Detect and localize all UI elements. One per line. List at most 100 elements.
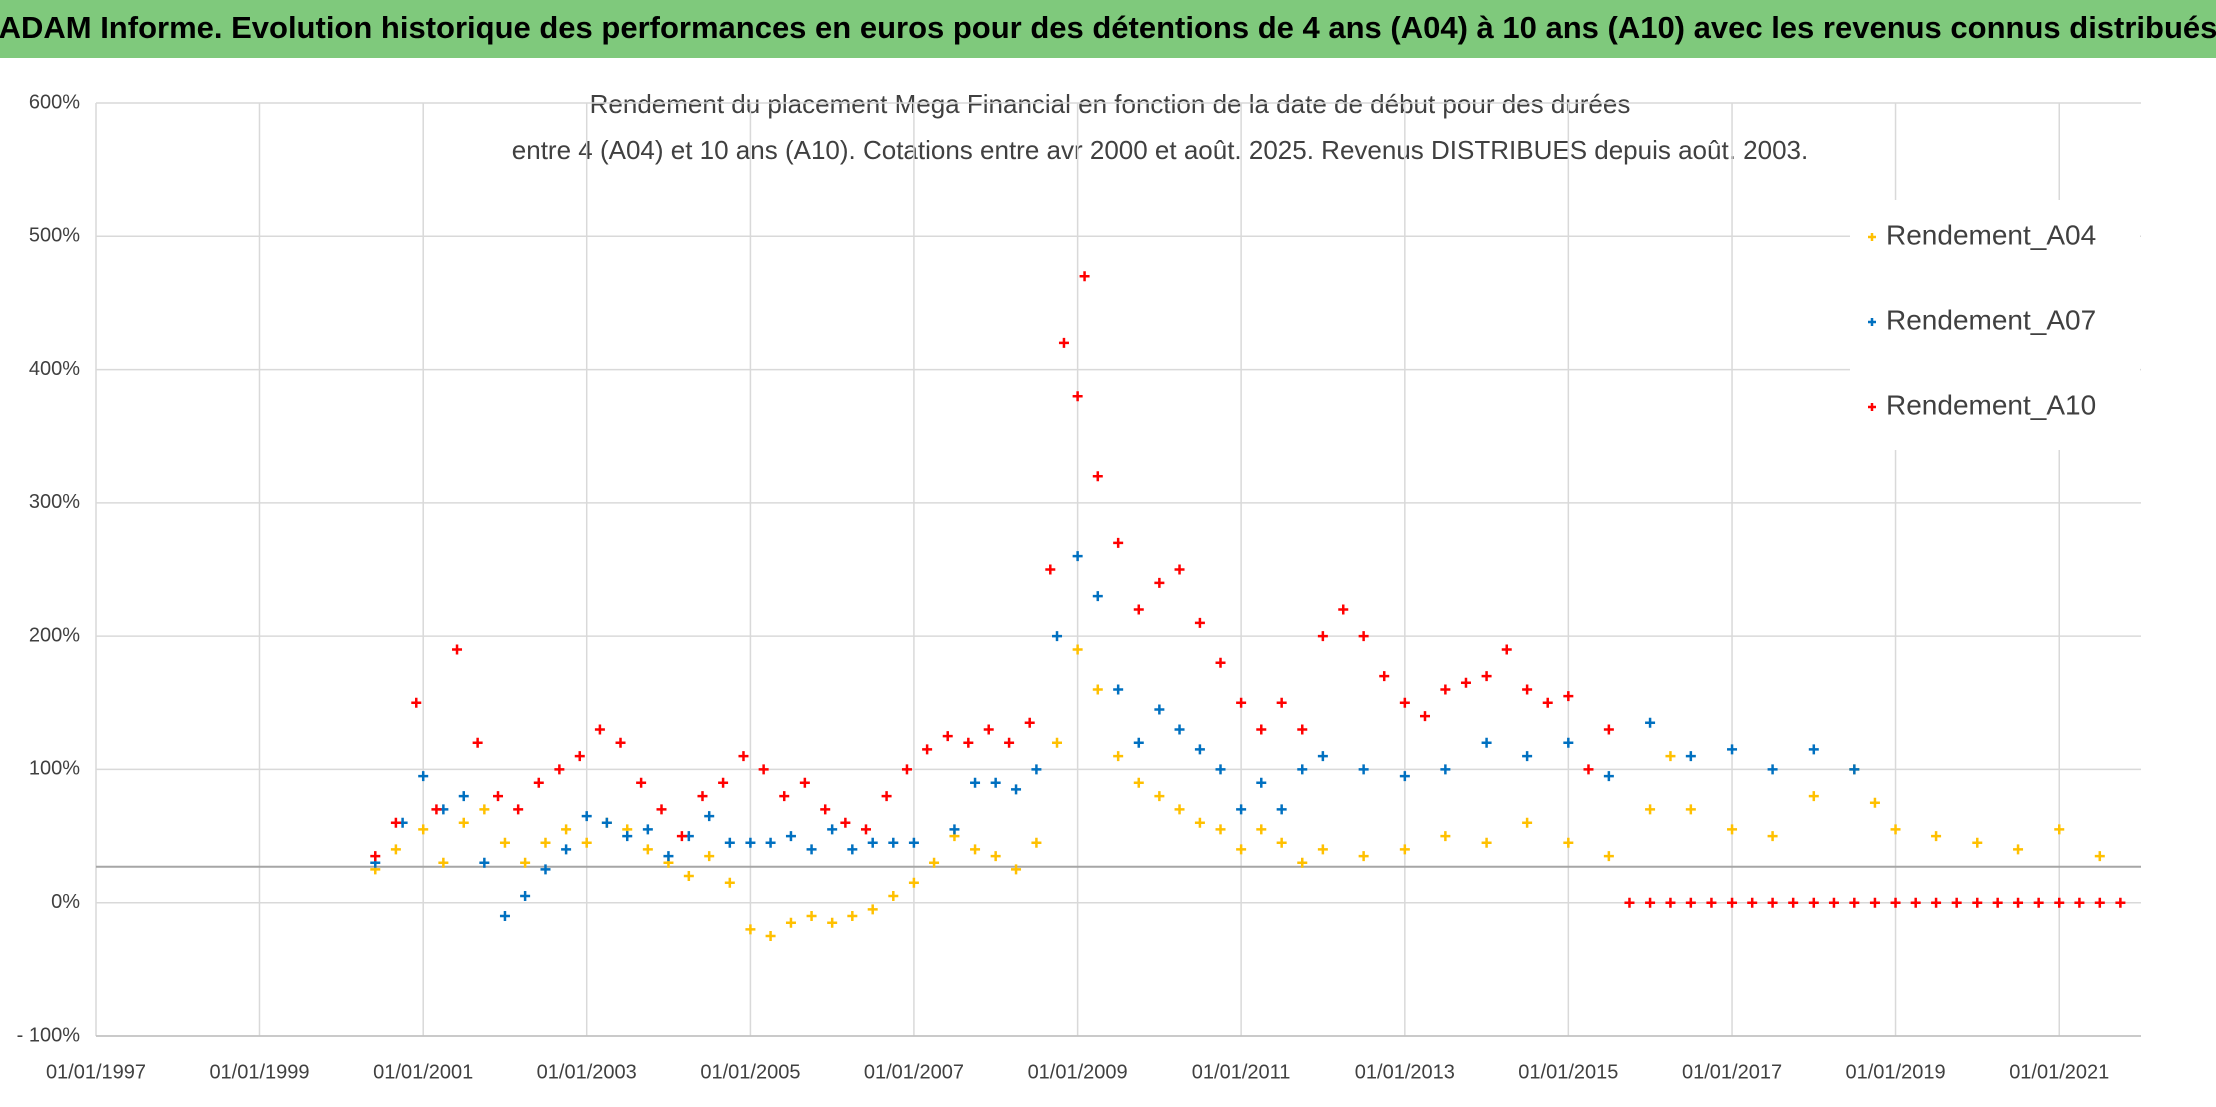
point — [1603, 851, 1614, 862]
point — [1767, 764, 1778, 775]
y-tick-label: 600% — [29, 91, 80, 113]
point — [1685, 751, 1696, 762]
point — [1931, 897, 1942, 908]
point — [1113, 684, 1124, 695]
point — [1276, 804, 1287, 815]
point — [1685, 897, 1696, 908]
point — [942, 731, 953, 742]
point — [1174, 804, 1185, 815]
point — [1645, 897, 1656, 908]
point — [479, 804, 490, 815]
point — [1727, 744, 1738, 755]
point — [1215, 657, 1226, 668]
x-tick-label: 01/01/2017 — [1682, 1061, 1782, 1083]
x-tick-label: 01/01/2015 — [1518, 1061, 1618, 1083]
point — [636, 777, 647, 788]
point — [1767, 831, 1778, 842]
point — [1079, 271, 1090, 282]
point — [540, 837, 551, 848]
point — [1072, 391, 1083, 402]
point — [390, 817, 401, 828]
point — [1992, 897, 2003, 908]
point — [704, 811, 715, 822]
point — [1276, 697, 1287, 708]
point — [1194, 744, 1205, 755]
point — [663, 851, 674, 862]
point — [1133, 604, 1144, 615]
x-tick-label: 01/01/2007 — [864, 1061, 964, 1083]
point — [642, 844, 653, 855]
point — [513, 804, 524, 815]
point — [458, 817, 469, 828]
point — [908, 877, 919, 888]
point — [1890, 824, 1901, 835]
point — [370, 851, 381, 862]
point — [1031, 764, 1042, 775]
point — [1024, 717, 1035, 728]
point — [574, 751, 585, 762]
point — [615, 737, 626, 748]
point — [1685, 804, 1696, 815]
point — [1665, 751, 1676, 762]
point — [1399, 844, 1410, 855]
point — [1113, 751, 1124, 762]
point — [2013, 897, 2024, 908]
point — [1931, 831, 1942, 842]
header-bar — [0, 0, 2216, 58]
point — [1338, 604, 1349, 615]
point — [1706, 897, 1717, 908]
point — [1194, 617, 1205, 628]
point — [1004, 737, 1015, 748]
point — [2094, 897, 2105, 908]
point — [581, 811, 592, 822]
legend-label: Rendement_A04 — [1886, 219, 2096, 250]
point — [1236, 804, 1247, 815]
point — [533, 777, 544, 788]
point — [1747, 897, 1758, 908]
point — [1972, 837, 1983, 848]
point — [799, 777, 810, 788]
point — [881, 791, 892, 802]
point — [676, 831, 687, 842]
point — [1011, 864, 1022, 875]
point — [785, 831, 796, 842]
point — [929, 857, 940, 868]
legend-marker — [1868, 403, 1876, 411]
legend-label: Rendement_A07 — [1886, 304, 2096, 335]
point — [745, 837, 756, 848]
point — [745, 924, 756, 935]
point — [601, 817, 612, 828]
point — [1603, 724, 1614, 735]
point — [540, 864, 551, 875]
x-tick-label: 01/01/2013 — [1355, 1061, 1455, 1083]
point — [983, 724, 994, 735]
point — [990, 777, 1001, 788]
point — [1808, 897, 1819, 908]
point — [1645, 804, 1656, 815]
x-tick-label: 01/01/2001 — [373, 1061, 473, 1083]
point — [1727, 824, 1738, 835]
point — [520, 891, 531, 902]
point — [847, 844, 858, 855]
x-tick-label: 01/01/2019 — [1845, 1061, 1945, 1083]
point — [1910, 897, 1921, 908]
point — [704, 851, 715, 862]
point — [431, 804, 442, 815]
subtitle-bg — [445, 80, 1765, 180]
point — [1727, 897, 1738, 908]
point — [1358, 764, 1369, 775]
point — [499, 911, 510, 922]
chart-subtitle: Rendement du placement Mega Financial en… — [590, 89, 1631, 119]
point — [1481, 671, 1492, 682]
point — [1522, 684, 1533, 695]
point — [718, 777, 729, 788]
point — [1072, 644, 1083, 655]
point — [1399, 697, 1410, 708]
point — [827, 917, 838, 928]
point — [2033, 897, 2044, 908]
point — [1522, 751, 1533, 762]
series — [370, 644, 2105, 942]
point — [1174, 724, 1185, 735]
point — [561, 824, 572, 835]
